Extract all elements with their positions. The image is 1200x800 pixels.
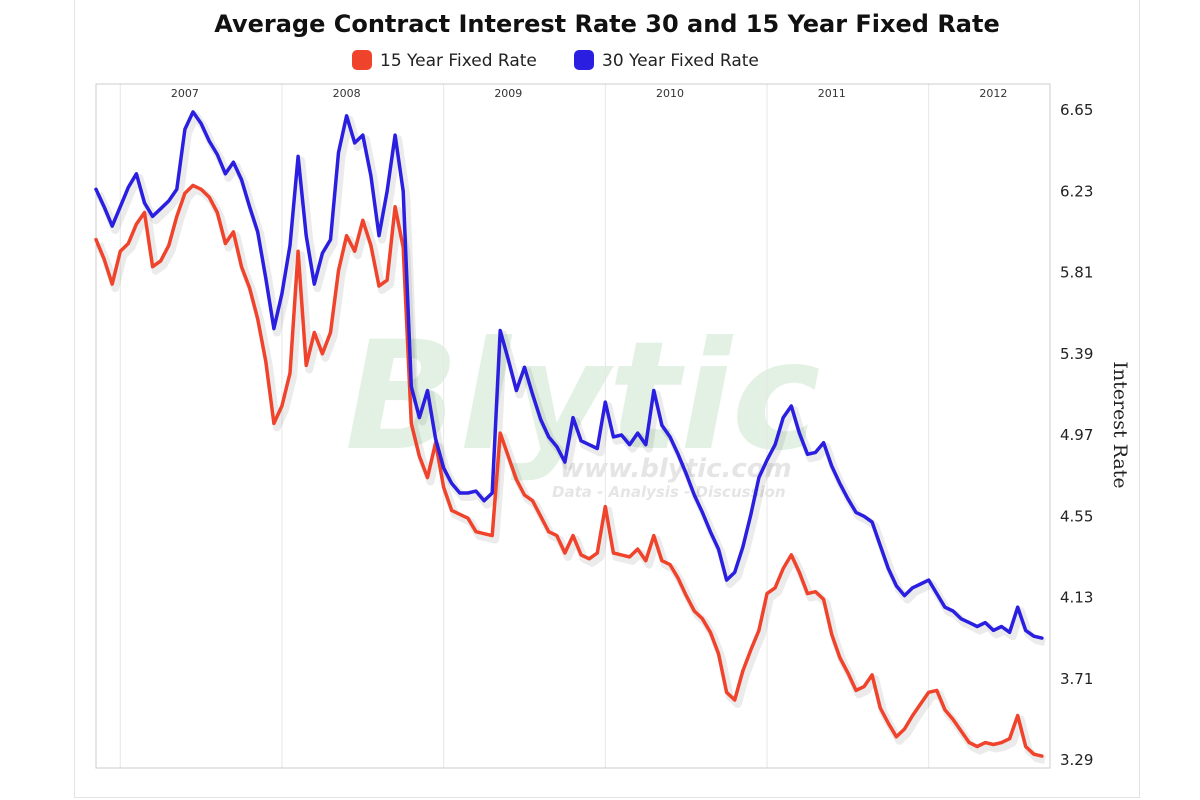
x-tick-label: 2012 bbox=[979, 87, 1007, 100]
y-tick-label: 4.13 bbox=[1060, 589, 1093, 607]
x-tick-label: 2010 bbox=[656, 87, 684, 100]
y-tick-label: 5.81 bbox=[1060, 264, 1093, 282]
y-axis-title: Interest Rate bbox=[1109, 361, 1131, 488]
series-line-15-year[interactable] bbox=[94, 183, 1044, 758]
watermark-tagline: Data - Analysis - Discussion bbox=[552, 483, 786, 501]
x-tick-label: 2011 bbox=[818, 87, 846, 100]
y-tick-label: 6.65 bbox=[1060, 101, 1093, 119]
y-tick-label: 3.71 bbox=[1060, 670, 1093, 688]
chart-title: Average Contract Interest Rate 30 and 15… bbox=[214, 10, 1000, 38]
y-axis-ticks: 6.65 6.23 5.81 5.39 4.97 4.55 4.13 3.71 3.29 bbox=[1060, 101, 1093, 769]
y-tick-label: 5.39 bbox=[1060, 345, 1093, 363]
x-tick-label: 2007 bbox=[171, 87, 199, 100]
y-tick-label: 6.23 bbox=[1060, 182, 1093, 200]
legend-swatch-15-year bbox=[352, 50, 372, 70]
y-tick-label: 4.97 bbox=[1060, 426, 1093, 444]
legend-label-15-year: 15 Year Fixed Rate bbox=[380, 51, 537, 71]
legend-item-30-year[interactable]: 30 Year Fixed Rate bbox=[574, 50, 759, 71]
series-shadow-30-year bbox=[95, 111, 1046, 646]
legend: 15 Year Fixed Rate 30 Year Fixed Rate bbox=[352, 50, 759, 71]
series-layer bbox=[94, 110, 1044, 758]
y-tick-label: 4.55 bbox=[1060, 507, 1093, 525]
grid-layer bbox=[119, 84, 930, 768]
legend-swatch-30-year bbox=[574, 50, 594, 70]
y-tick-label: 3.29 bbox=[1060, 751, 1093, 769]
x-axis-ticks: 2007 2008 2009 2010 2011 2012 bbox=[171, 87, 1007, 100]
legend-item-15-year[interactable]: 15 Year Fixed Rate bbox=[352, 50, 537, 71]
x-tick-label: 2008 bbox=[333, 87, 361, 100]
legend-label-30-year: 30 Year Fixed Rate bbox=[602, 51, 759, 71]
x-tick-label: 2009 bbox=[494, 87, 522, 100]
series-shadows bbox=[95, 111, 1046, 764]
series-shadow-15-year bbox=[95, 185, 1046, 764]
series-line-30-year[interactable] bbox=[94, 110, 1044, 640]
plot-area bbox=[95, 83, 1051, 769]
chart-frame bbox=[74, 0, 1140, 798]
